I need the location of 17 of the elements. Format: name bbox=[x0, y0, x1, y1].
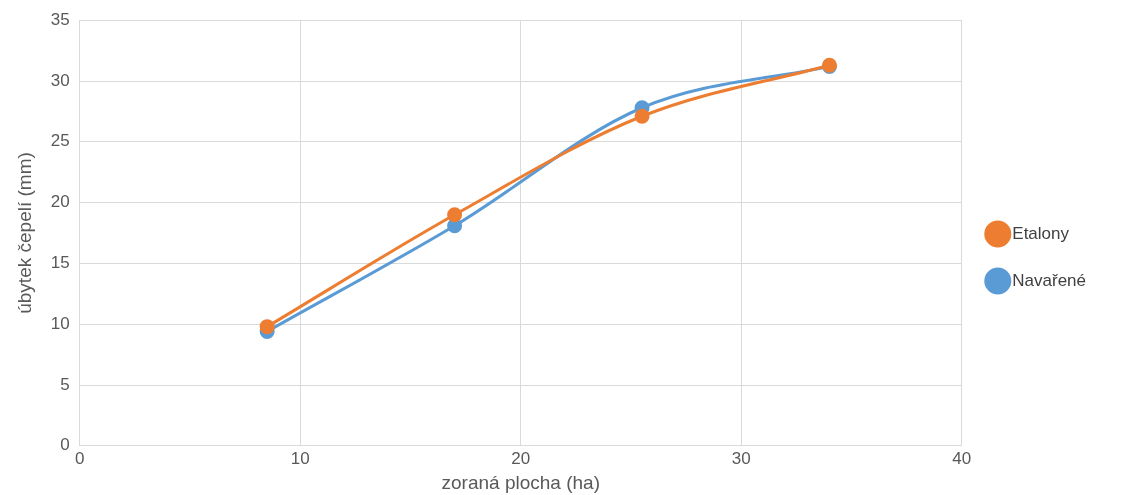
x-tick-label: 40 bbox=[952, 448, 972, 468]
legend-label: Navařené bbox=[1012, 270, 1087, 290]
x-tick-label: 0 bbox=[74, 448, 85, 468]
y-tick-label: 0 bbox=[60, 435, 70, 455]
y-axis-title: úbytek čepelí (mm) bbox=[13, 152, 35, 314]
legend-label: Etalony bbox=[1012, 223, 1070, 243]
y-tick-label: 15 bbox=[50, 253, 70, 273]
y-tick-label: 25 bbox=[50, 131, 70, 151]
y-tick-label: 35 bbox=[50, 9, 70, 29]
y-tick-label: 20 bbox=[50, 192, 70, 212]
y-tick-label: 5 bbox=[60, 374, 70, 394]
x-tick-label: 10 bbox=[290, 448, 310, 468]
x-tick-label: 30 bbox=[731, 448, 751, 468]
y-tick-label: 30 bbox=[50, 70, 70, 90]
x-tick-label: 20 bbox=[511, 448, 531, 468]
x-axis-title: zoraná plocha (ha) bbox=[441, 471, 600, 493]
y-tick-label: 10 bbox=[50, 313, 70, 333]
